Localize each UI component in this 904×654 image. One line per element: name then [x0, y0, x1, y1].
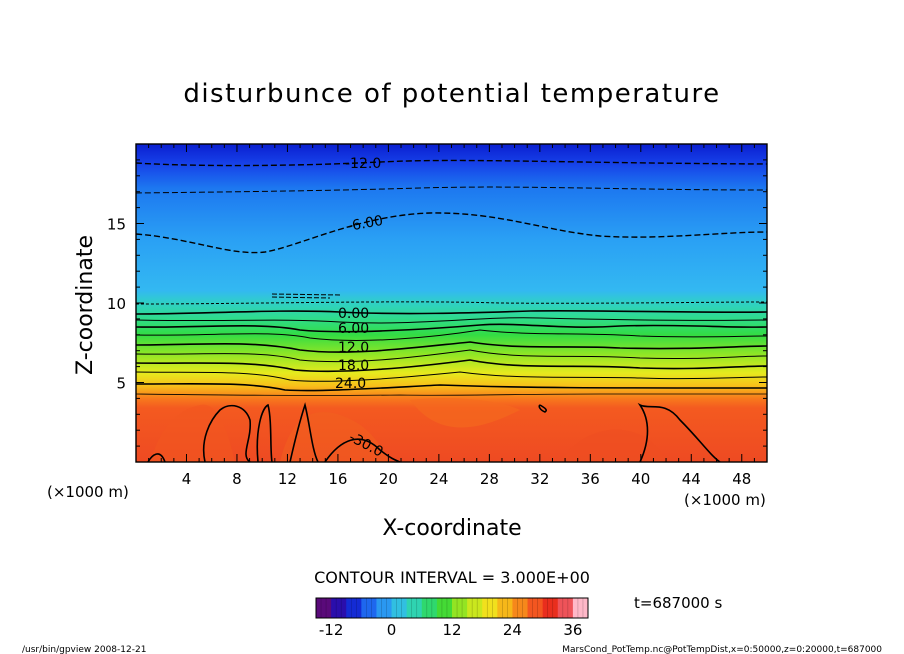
contour-21	[136, 371, 767, 382]
contour-label: 0.00	[338, 306, 369, 322]
footer-right: MarsCond_PotTemp.nc@PotTempDist,x=0:5000…	[562, 645, 882, 654]
y-tick-label: 10	[107, 295, 126, 313]
contour-27	[136, 393, 767, 396]
y-tick-labels: 5 10 15	[107, 216, 126, 393]
colorbar-cell	[572, 598, 589, 618]
contour-neg-12	[136, 159, 767, 167]
colorbar-cell	[527, 598, 544, 618]
contour-lines	[136, 159, 767, 462]
axis-ticks	[136, 144, 767, 462]
contour-label: 18.0	[338, 358, 369, 374]
colorbar-tick-label: -12	[319, 621, 344, 639]
contour-label: -6.00	[346, 213, 384, 235]
x-tick-label: 40	[631, 470, 650, 488]
colorbar-cell	[376, 598, 393, 618]
contour-neg-6	[136, 212, 767, 254]
contour-neg-small	[271, 293, 341, 299]
x-tick-label: 36	[581, 470, 600, 488]
x-tick-label: 16	[328, 470, 347, 488]
colorbar-cell	[557, 598, 574, 618]
colorbar-tick-label: 24	[503, 621, 522, 639]
contour-interval: CONTOUR INTERVAL = 3.000E+00	[314, 568, 590, 587]
y-tick-label: 15	[107, 216, 126, 234]
contour-9	[136, 329, 767, 341]
y-tick-label: 5	[116, 375, 126, 393]
colorbar-tick-label: 0	[387, 621, 397, 639]
contour-label: 6.00	[338, 321, 369, 337]
x-unit-right: (×1000 m)	[684, 491, 766, 509]
colorbar-tick-label: 12	[442, 621, 461, 639]
contour-label: 24.0	[335, 376, 366, 392]
contour-30	[147, 402, 721, 462]
x-tick-label: 28	[480, 470, 499, 488]
colorbar-cell	[391, 598, 408, 618]
colorbar-cell	[482, 598, 498, 618]
colorbar-frame	[315, 597, 589, 619]
contour-0	[136, 309, 767, 315]
colorbar-cell	[542, 598, 559, 618]
chart-title: disturbunce of potential temperature	[183, 79, 720, 109]
colorbar-cell	[421, 598, 438, 618]
colorbar-cell	[331, 598, 347, 618]
contour-label: 12.0	[338, 340, 369, 356]
contour-18	[136, 359, 767, 373]
colorbar-cell	[406, 598, 423, 618]
contour-12	[136, 341, 767, 353]
x-tick-label: 44	[682, 470, 701, 488]
colorbar-ticks: -12 0 12 24 36	[319, 621, 583, 639]
colorbar-tick-label: 36	[563, 621, 582, 639]
colorbar-cell	[436, 598, 453, 618]
colorbar-cell	[467, 598, 483, 618]
footer-left: /usr/bin/gpview 2008-12-21	[22, 645, 146, 654]
x-unit-left: (×1000 m)	[47, 483, 129, 501]
x-tick-label: 48	[732, 470, 751, 488]
contour-15	[136, 349, 767, 363]
time-label: t=687000 s	[634, 594, 722, 612]
x-tick-label: 20	[379, 470, 398, 488]
contour-neg-3	[136, 301, 767, 305]
colorbar-cell	[452, 598, 468, 618]
x-tick-labels: 4 8 12 16 20 24 28 32 36 40 44 48	[182, 470, 752, 488]
contour-6	[136, 323, 767, 333]
contour-3	[136, 317, 767, 324]
contour-24	[136, 382, 767, 392]
x-tick-label: 8	[232, 470, 242, 488]
colorbar	[316, 598, 589, 618]
contour-label: -12.0	[345, 156, 381, 172]
colorbar-cell	[316, 598, 332, 618]
colorbar-cell	[512, 598, 529, 618]
x-axis-label: X-coordinate	[382, 516, 521, 541]
x-tick-label: 12	[278, 470, 297, 488]
contour-neg-9	[136, 186, 767, 194]
colorbar-cell	[346, 598, 362, 618]
x-tick-label: 32	[530, 470, 549, 488]
y-axis-label: Z-coordinate	[73, 235, 98, 375]
x-tick-label: 4	[182, 470, 192, 488]
colorbar-cell	[361, 598, 377, 618]
colorbar-cell	[497, 598, 513, 618]
x-tick-label: 24	[429, 470, 448, 488]
